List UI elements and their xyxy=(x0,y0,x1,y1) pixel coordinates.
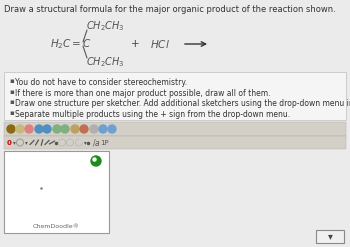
Text: ▪: ▪ xyxy=(9,99,14,105)
Text: 0: 0 xyxy=(7,140,12,145)
Text: ▪: ▪ xyxy=(9,88,14,95)
Text: 1P: 1P xyxy=(100,140,108,145)
Text: ▾: ▾ xyxy=(328,231,332,242)
Circle shape xyxy=(7,125,15,133)
Text: If there is more than one major product possible, draw all of them.: If there is more than one major product … xyxy=(15,88,271,98)
Text: ▪: ▪ xyxy=(9,109,14,116)
Circle shape xyxy=(90,125,98,133)
Circle shape xyxy=(53,125,61,133)
Text: +: + xyxy=(131,39,139,49)
Bar xyxy=(4,136,346,149)
Bar xyxy=(4,72,346,120)
Circle shape xyxy=(71,125,79,133)
Text: $\mathit{CH_2CH_3}$: $\mathit{CH_2CH_3}$ xyxy=(86,55,125,69)
Circle shape xyxy=(93,158,96,161)
Text: Draw one structure per sketcher. Add additional sketchers using the drop-down me: Draw one structure per sketcher. Add add… xyxy=(15,99,350,108)
Circle shape xyxy=(99,125,107,133)
Text: $\it{/}$$\it{a}$: $\it{/}$$\it{a}$ xyxy=(92,137,101,148)
Text: Separate multiple products using the + sign from the drop-down menu.: Separate multiple products using the + s… xyxy=(15,109,290,119)
Text: ▾: ▾ xyxy=(13,140,16,145)
Bar xyxy=(4,151,109,233)
Text: ChemDoodle®: ChemDoodle® xyxy=(33,224,80,229)
Circle shape xyxy=(108,125,116,133)
Text: $\mathit{H_2C}$$\mathit{=C}$: $\mathit{H_2C}$$\mathit{=C}$ xyxy=(50,37,92,51)
Circle shape xyxy=(80,125,88,133)
Text: You do not have to consider stereochemistry.: You do not have to consider stereochemis… xyxy=(15,78,187,87)
Circle shape xyxy=(16,125,24,133)
Circle shape xyxy=(61,125,69,133)
Circle shape xyxy=(43,125,51,133)
Text: ▾: ▾ xyxy=(84,140,87,145)
Text: ▪: ▪ xyxy=(9,78,14,84)
Text: $\mathit{HCl}$: $\mathit{HCl}$ xyxy=(150,38,170,50)
Text: $\mathit{CH_2CH_3}$: $\mathit{CH_2CH_3}$ xyxy=(86,19,125,33)
Circle shape xyxy=(35,125,43,133)
Bar xyxy=(4,122,346,136)
Text: Draw a structural formula for the major organic product of the reaction shown.: Draw a structural formula for the major … xyxy=(4,5,336,14)
Bar xyxy=(316,230,344,243)
Text: ▾: ▾ xyxy=(25,140,28,145)
Circle shape xyxy=(25,125,33,133)
Circle shape xyxy=(91,156,101,166)
